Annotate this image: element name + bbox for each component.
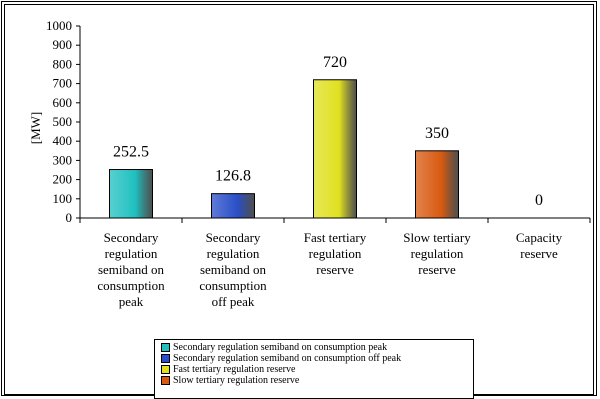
legend-item: Fast tertiary regulation reserve (161, 364, 473, 375)
chart-bars (109, 79, 459, 219)
x-tick-label-line: Secondary (205, 230, 261, 245)
y-tick-label: 600 (53, 95, 73, 110)
y-tick-label: 700 (53, 76, 73, 91)
chart-axes: 0 100 200 300 400 500 600 700 800 900 1000 (46, 18, 591, 225)
data-label: 0 (535, 192, 543, 209)
bar (109, 169, 153, 219)
y-tick-label: 100 (53, 191, 73, 206)
legend-item: Secondary regulation semiband on consump… (161, 342, 473, 353)
x-tick-label-line: Slow tertiary (403, 230, 471, 245)
bar (313, 79, 357, 219)
bar (415, 150, 459, 219)
x-tick-label-line: consumption (97, 278, 165, 293)
y-tick-label: 0 (66, 210, 73, 225)
legend-item: Slow tertiary regulation reserve (161, 375, 473, 386)
x-tick-label: Secondary regulation semiband on consumptio… (76, 230, 186, 310)
x-tick-label-line: reserve (418, 262, 456, 277)
x-tick-label-line: Secondary (103, 230, 159, 245)
x-tick-label: Fast tertiary regulation reserve (280, 230, 390, 278)
x-tick-label-line: off peak (211, 294, 255, 309)
x-tick-label: Slow tertiary regulation reserve (382, 230, 492, 278)
bar-chart: 0 100 200 300 400 500 600 700 800 900 1000 252.5 12… (28, 18, 591, 225)
y-tick-label: 500 (53, 114, 73, 129)
legend-swatch (161, 343, 170, 352)
y-tick-label: 300 (53, 152, 73, 167)
y-tick-label: 900 (53, 37, 73, 52)
x-tick-label-line: Capacity (515, 230, 563, 245)
legend-swatch (161, 354, 170, 363)
data-label: 126.8 (215, 168, 251, 185)
x-tick-label-line: regulation (104, 246, 158, 261)
x-tick-label-line: peak (118, 294, 144, 309)
legend-label: Fast tertiary regulation reserve (173, 364, 296, 375)
legend-item: Secondary regulation semiband on consump… (161, 353, 473, 364)
data-label: 350 (425, 125, 449, 142)
x-tick-label: Capacity reserve (484, 230, 594, 262)
data-label: 252.5 (113, 144, 149, 161)
x-tick-label-line: semiband on (199, 262, 267, 277)
legend-label: Slow tertiary regulation reserve (173, 375, 300, 386)
x-tick-label-line: reserve (520, 246, 558, 261)
y-axis-label: [MW] (28, 112, 43, 145)
legend-swatch (161, 365, 170, 374)
data-label: 720 (323, 54, 347, 71)
y-tick-label: 800 (53, 56, 73, 71)
x-tick-label: Secondary regulation semiband on consumptio… (178, 230, 288, 310)
legend-label: Secondary regulation semiband on consump… (173, 353, 402, 364)
chart-legend: Secondary regulation semiband on consump… (154, 339, 474, 399)
bar (211, 193, 255, 219)
legend-label: Secondary regulation semiband on consump… (173, 342, 388, 353)
x-tick-label-line: regulation (410, 246, 464, 261)
y-tick-label: 400 (53, 133, 73, 148)
x-tick-label-line: regulation (206, 246, 260, 261)
y-tick-label: 200 (53, 172, 73, 187)
x-tick-label-line: reserve (316, 262, 354, 277)
x-tick-label-line: semiband on (97, 262, 165, 277)
x-tick-label-line: regulation (308, 246, 362, 261)
y-tick-label: 1000 (46, 18, 72, 33)
legend-swatch (161, 376, 170, 385)
x-tick-label-line: Fast tertiary (303, 230, 367, 245)
chart-data-labels: 252.5 126.8 720 350 0 (113, 54, 543, 209)
x-tick-label-line: consumption (199, 278, 267, 293)
